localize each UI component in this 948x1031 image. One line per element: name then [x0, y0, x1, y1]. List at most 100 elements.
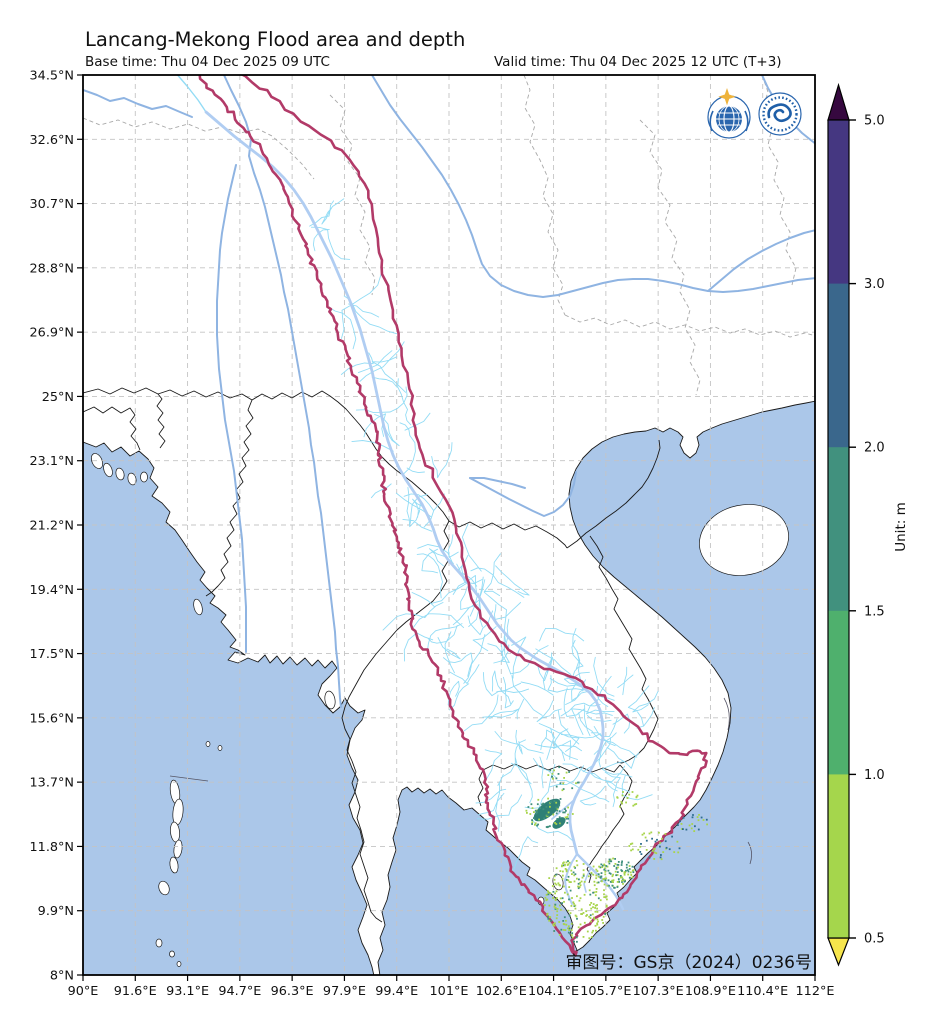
flood-depth-dot	[618, 881, 620, 883]
flood-depth-dot	[659, 841, 661, 844]
flood-depth-dot	[575, 860, 578, 862]
flood-depth-dot	[553, 878, 556, 881]
flood-depth-dot	[616, 886, 619, 888]
flood-depth-dot	[590, 871, 593, 874]
flood-depth-dot	[697, 828, 700, 831]
flood-depth-dot	[702, 819, 705, 821]
flood-depth-dot	[635, 803, 638, 805]
flood-depth-dot	[555, 873, 558, 876]
flood-depth-dot	[588, 889, 591, 892]
flood-depth-dot	[571, 932, 574, 935]
flood-depth-dot	[558, 934, 561, 936]
flood-depth-dot	[678, 847, 681, 850]
flood-depth-dot	[552, 777, 554, 780]
flood-depth-dot	[636, 794, 639, 797]
flood-depth-dot	[694, 825, 696, 828]
mekong-stem	[204, 110, 605, 856]
flood-depth-dot	[605, 865, 608, 867]
y-tick-label: 15.6°N	[30, 711, 74, 726]
flood-depth-dot	[590, 936, 593, 938]
flood-depth-dot	[550, 919, 552, 922]
flood-depth-dot	[567, 927, 569, 930]
flood-depth-dot	[534, 823, 536, 826]
flood-depth-dot	[553, 930, 556, 932]
flood-depth-dot	[604, 870, 607, 873]
flood-depth-dot	[591, 913, 594, 916]
colorbar-segment	[828, 283, 849, 448]
flood-depth-dot	[596, 922, 598, 925]
flood-depth-dot	[604, 864, 606, 867]
flood-depth-dot	[537, 798, 540, 801]
flood-depth-dot	[596, 923, 599, 926]
y-tick-label: 28.8°N	[30, 261, 74, 276]
flood-depth-dot	[625, 866, 628, 869]
flood-depth-dot	[559, 870, 562, 872]
flood-depth-dot	[570, 934, 573, 936]
flood-depth-dot	[622, 791, 624, 793]
flood-depth-dot	[619, 805, 621, 808]
flood-depth-dot	[556, 910, 559, 913]
flood-depth-dot	[545, 893, 548, 896]
flood-depth-dot	[574, 907, 577, 910]
flood-depth-dot	[608, 872, 611, 874]
flood-depth-dot	[582, 874, 585, 877]
flood-depth-dot	[652, 850, 654, 852]
flood-depth-dot	[602, 922, 604, 924]
flood-depth-dot	[565, 817, 568, 820]
flood-depth-dot	[627, 870, 630, 873]
flood-depth-dot	[531, 821, 534, 824]
flood-depth-dot	[623, 880, 626, 883]
flood-depth-dot	[562, 788, 565, 790]
flood-depth-dot	[549, 769, 552, 772]
flood-depth-dot	[573, 865, 576, 868]
flood-depth-dot	[583, 881, 586, 883]
tonle-sap-flood-lake	[533, 798, 561, 822]
flood-depth-dot	[626, 869, 629, 872]
flood-depth-dot	[621, 794, 624, 797]
flood-depth-dot	[609, 860, 612, 862]
flood-depth-dot	[603, 867, 606, 870]
bay-of-bengal-sea	[83, 441, 375, 975]
flood-depth-dot	[617, 864, 620, 866]
flood-depth-dot	[577, 885, 579, 888]
flood-depth-dot	[611, 884, 614, 887]
flood-areas	[525, 766, 708, 943]
flood-depth-dot	[578, 878, 580, 881]
flood-depth-dot	[572, 901, 575, 904]
yangtze-river	[371, 75, 815, 298]
y-tick-label: 32.6°N	[30, 133, 74, 148]
flood-depth-dot	[603, 889, 605, 892]
flood-depth-dot	[648, 832, 651, 835]
flood-depth-dot	[696, 816, 699, 818]
flood-depth-dot	[567, 875, 570, 878]
flood-depth-dot	[705, 818, 708, 821]
flood-depth-dot	[580, 880, 583, 883]
map-approval-watermark: 审图号：GS京（2024）0236号	[566, 953, 813, 973]
flood-depth-dot	[616, 881, 619, 883]
flood-depth-dot	[594, 924, 597, 927]
flood-depth-dot	[653, 848, 655, 851]
flood-depth-dot	[576, 877, 578, 880]
flood-depth-dot	[565, 809, 567, 812]
flood-depth-dot	[545, 899, 548, 902]
border-china-laos	[448, 520, 568, 549]
flood-depth-dot	[588, 937, 591, 940]
flood-depth-dot	[593, 916, 595, 919]
colorbar-segment	[828, 120, 849, 285]
flood-depth-dot	[600, 872, 603, 874]
flood-depth-dot	[547, 893, 550, 896]
flood-depth-dot	[610, 860, 613, 863]
flood-depth-dot	[549, 892, 552, 894]
flood-depth-dot	[612, 881, 614, 883]
major-rivers	[83, 75, 815, 708]
flood-depth-dot	[565, 868, 568, 871]
flood-depth-dot	[558, 884, 561, 886]
flood-depth-dot	[635, 795, 638, 798]
flood-depth-dot	[677, 851, 680, 854]
flood-depth-dot	[606, 865, 609, 868]
flood-depth-dot	[597, 873, 600, 876]
flood-depth-dot	[555, 777, 558, 780]
flood-depth-dot	[565, 870, 568, 873]
hainan-island	[699, 504, 789, 576]
border-bangladesh-west	[83, 406, 141, 451]
